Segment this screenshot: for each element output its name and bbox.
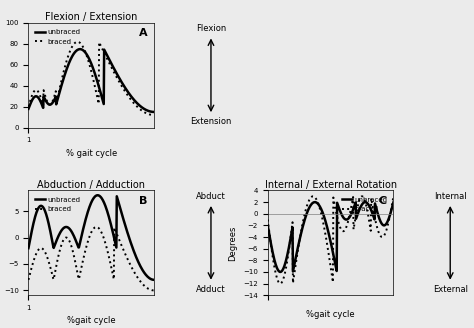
unbraced bbox=[26, 246, 31, 250]
Text: Flexion: Flexion bbox=[196, 24, 226, 33]
unbraced bbox=[151, 110, 157, 114]
braced bbox=[379, 235, 385, 239]
unbraced bbox=[100, 199, 106, 203]
braced bbox=[132, 102, 138, 106]
Title: Abduction / Adduction: Abduction / Adduction bbox=[37, 180, 146, 190]
braced bbox=[342, 228, 348, 232]
braced bbox=[101, 236, 107, 240]
braced bbox=[132, 271, 138, 275]
Line: braced: braced bbox=[28, 42, 154, 115]
Text: Extension: Extension bbox=[190, 117, 232, 126]
Title: Flexion / Extension: Flexion / Extension bbox=[45, 12, 137, 22]
unbraced bbox=[103, 51, 109, 55]
braced bbox=[265, 221, 271, 225]
Legend: unbraced, braced: unbraced, braced bbox=[339, 194, 390, 215]
braced bbox=[26, 105, 31, 109]
Line: braced: braced bbox=[28, 227, 154, 290]
Text: Adduct: Adduct bbox=[196, 285, 226, 294]
unbraced bbox=[342, 217, 348, 221]
braced bbox=[277, 282, 283, 286]
braced bbox=[26, 278, 31, 282]
Text: A: A bbox=[139, 28, 148, 38]
unbraced bbox=[340, 215, 346, 219]
braced bbox=[100, 235, 106, 239]
unbraced bbox=[265, 226, 271, 230]
braced bbox=[26, 276, 32, 280]
unbraced bbox=[132, 99, 138, 103]
Line: unbraced: unbraced bbox=[268, 202, 393, 272]
unbraced bbox=[140, 106, 146, 110]
braced bbox=[101, 50, 107, 54]
Line: unbraced: unbraced bbox=[28, 49, 154, 112]
unbraced bbox=[277, 270, 283, 274]
braced bbox=[265, 217, 271, 221]
unbraced bbox=[265, 223, 271, 227]
Title: Internal / External Rotation: Internal / External Rotation bbox=[264, 180, 397, 190]
Text: C: C bbox=[378, 196, 386, 206]
braced bbox=[140, 109, 146, 113]
braced bbox=[391, 195, 396, 198]
Text: Internal: Internal bbox=[434, 192, 466, 201]
braced bbox=[151, 113, 157, 117]
unbraced bbox=[371, 216, 377, 220]
Text: Abduct: Abduct bbox=[196, 192, 226, 201]
unbraced bbox=[103, 205, 109, 209]
Text: B: B bbox=[139, 196, 147, 206]
Line: braced: braced bbox=[268, 196, 393, 284]
unbraced bbox=[101, 102, 107, 106]
braced bbox=[340, 229, 346, 233]
braced bbox=[371, 212, 377, 216]
Text: External: External bbox=[433, 285, 468, 294]
braced bbox=[26, 103, 32, 107]
X-axis label: %gait cycle: %gait cycle bbox=[306, 311, 355, 319]
unbraced bbox=[26, 106, 32, 110]
unbraced bbox=[101, 200, 107, 204]
unbraced bbox=[26, 244, 32, 248]
unbraced bbox=[151, 278, 157, 282]
Legend: unbraced, braced: unbraced, braced bbox=[32, 27, 83, 48]
Legend: unbraced, braced: unbraced, braced bbox=[32, 194, 83, 215]
unbraced bbox=[100, 100, 106, 104]
unbraced bbox=[132, 252, 138, 256]
X-axis label: % gait cycle: % gait cycle bbox=[66, 149, 117, 158]
braced bbox=[75, 40, 81, 44]
braced bbox=[151, 288, 157, 292]
braced bbox=[103, 243, 109, 247]
X-axis label: %gait cycle: %gait cycle bbox=[67, 317, 116, 325]
Line: unbraced: unbraced bbox=[28, 195, 154, 280]
Y-axis label: Degrees: Degrees bbox=[228, 225, 237, 260]
unbraced bbox=[340, 214, 346, 218]
unbraced bbox=[391, 200, 396, 204]
braced bbox=[93, 225, 99, 229]
braced bbox=[103, 54, 109, 58]
braced bbox=[100, 49, 106, 53]
unbraced bbox=[140, 269, 146, 273]
unbraced bbox=[95, 193, 100, 197]
unbraced bbox=[26, 107, 31, 111]
braced bbox=[140, 282, 146, 286]
unbraced bbox=[77, 47, 83, 51]
unbraced bbox=[379, 222, 385, 226]
braced bbox=[340, 229, 346, 233]
